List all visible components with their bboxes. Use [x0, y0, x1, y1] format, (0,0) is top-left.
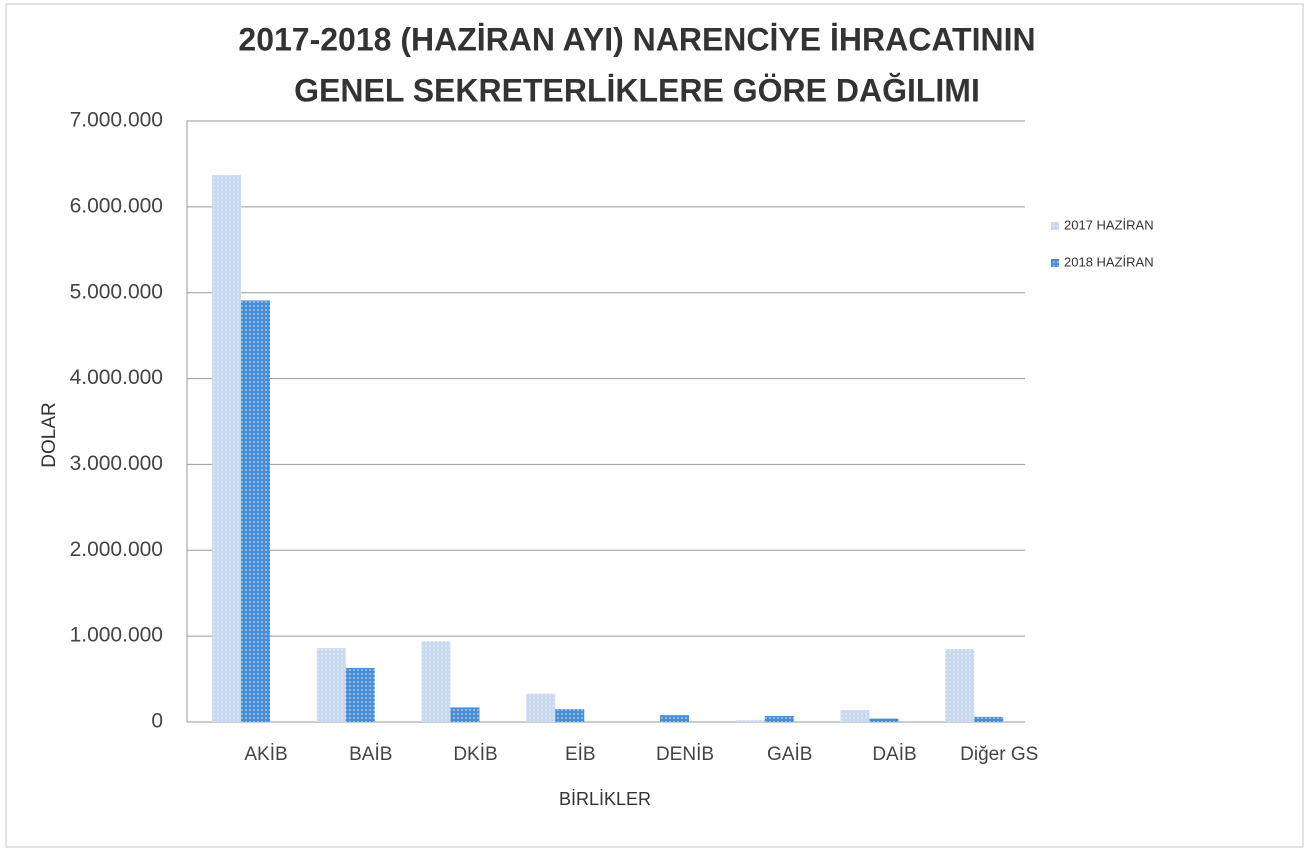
bar	[974, 716, 1004, 722]
chart-frame	[5, 3, 1304, 848]
bar	[421, 641, 451, 722]
legend-label: 2018 HAZİRAN	[1064, 254, 1154, 269]
y-tick-label: 5.000.000	[70, 280, 163, 303]
bar	[212, 175, 241, 723]
chart-subtitle: GENEL SEKRETERLİKLERE GÖRE DAĞILIMI	[294, 72, 980, 108]
x-axis-title: BİRLİKLER	[559, 789, 651, 809]
legend-swatch	[1051, 259, 1059, 267]
x-tick-label: DENİB	[656, 744, 714, 765]
y-tick-label: 7.000.000	[70, 109, 163, 132]
x-tick-label: GAİB	[767, 744, 812, 765]
y-tick-label: 4.000.000	[70, 366, 163, 389]
x-tick-label: DAİB	[872, 744, 916, 765]
bar	[764, 715, 794, 722]
y-tick-label: 2.000.000	[70, 538, 163, 561]
y-tick-label: 1.000.000	[70, 624, 163, 647]
bar	[555, 709, 585, 722]
bar	[345, 667, 375, 722]
y-tick-label: 3.000.000	[70, 452, 163, 475]
legend-swatch	[1051, 222, 1059, 230]
bar	[869, 718, 899, 722]
y-axis-title: DOLAR	[39, 402, 60, 467]
bar	[735, 720, 765, 722]
y-tick-label: 0	[151, 710, 163, 733]
x-tick-label: Diğer GS	[960, 744, 1038, 765]
legend-label: 2017 HAZİRAN	[1064, 217, 1154, 232]
y-tick-label: 6.000.000	[70, 194, 163, 217]
chart-title: 2017-2018 (HAZİRAN AYI) NARENCİYE İHRACA…	[238, 21, 1035, 57]
bar	[660, 715, 689, 722]
bar	[526, 693, 556, 722]
bar	[840, 709, 870, 722]
bar	[241, 300, 270, 722]
x-tick-label: BAİB	[349, 744, 392, 765]
bar	[450, 707, 480, 722]
x-tick-label: AKİB	[244, 744, 287, 765]
x-tick-label: DKİB	[453, 744, 497, 765]
bar	[945, 649, 975, 722]
x-tick-label: EİB	[565, 744, 596, 765]
bar	[316, 648, 346, 722]
